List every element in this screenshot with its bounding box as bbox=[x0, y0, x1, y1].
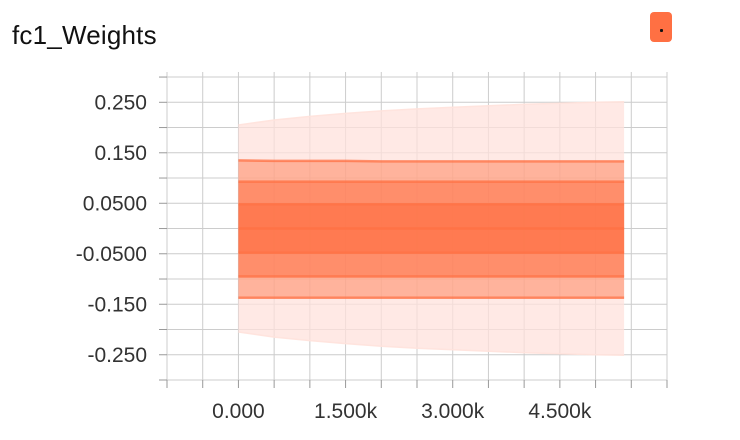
distribution-bands bbox=[238, 101, 625, 357]
quantile-line bbox=[238, 101, 625, 126]
y-tick-label: 0.0500 bbox=[83, 192, 147, 215]
chart-title: fc1_Weights bbox=[12, 20, 157, 50]
x-tick-label: 1.500k bbox=[314, 400, 378, 423]
expand-button[interactable] bbox=[650, 12, 672, 42]
y-tick-label: -0.250 bbox=[87, 344, 147, 367]
expand-icon bbox=[660, 29, 663, 32]
y-tick-label: -0.150 bbox=[87, 293, 147, 316]
x-tick-label: 3.000k bbox=[421, 400, 485, 423]
axes: 0.250 0.150 0.0500 -0.0500 -0.150 -0.250 0.000… bbox=[76, 76, 668, 423]
y-tick-label: 0.150 bbox=[94, 142, 147, 165]
x-tick-label: 0.000 bbox=[212, 400, 265, 423]
x-tick-label: 4.500k bbox=[528, 400, 592, 423]
quantile-line bbox=[238, 159, 625, 163]
quantile-line bbox=[238, 331, 625, 357]
y-tick-label: -0.0500 bbox=[76, 243, 147, 266]
y-tick-label: 0.250 bbox=[94, 91, 147, 114]
